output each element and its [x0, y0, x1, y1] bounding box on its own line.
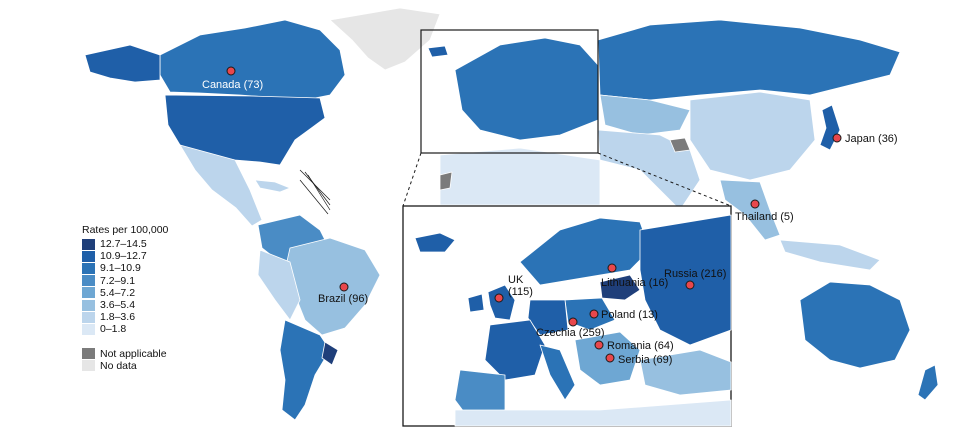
- label-thailand: Thailand (5): [735, 211, 794, 223]
- central-asia-region: [599, 94, 691, 136]
- swatch-not-applicable: [82, 348, 95, 360]
- marker-japan[interactable]: [832, 133, 842, 143]
- legend-bin: 9.1–10.9: [82, 262, 168, 274]
- legend-swatch: [82, 250, 95, 262]
- australia-region: [799, 281, 911, 369]
- legend-swatch: [82, 287, 95, 299]
- inset-italy: [539, 344, 576, 401]
- africa-region: [439, 147, 601, 206]
- marker-poland[interactable]: [589, 309, 599, 319]
- europe-inset: [402, 205, 732, 427]
- legend-bin: 7.2–9.1: [82, 275, 168, 287]
- legend-not-applicable: Not applicable: [82, 348, 168, 360]
- russia-region: [597, 19, 901, 101]
- legend-swatch: [82, 262, 95, 274]
- marker-canada[interactable]: [226, 66, 236, 76]
- legend-bin: 1.8–3.6: [82, 311, 168, 323]
- alaska-region: [84, 44, 161, 83]
- iceland-region: [427, 45, 449, 58]
- legend-bin-label: 5.4–7.2: [100, 286, 136, 299]
- legend-bin: 3.6–5.4: [82, 299, 168, 311]
- europe-frame: [420, 29, 599, 154]
- kashmir-na: [669, 137, 691, 153]
- mexico-region: [179, 144, 263, 227]
- marker-russia[interactable]: [685, 280, 695, 290]
- greenland-region: [329, 7, 441, 71]
- legend-bin-label: 10.9–12.7: [100, 250, 147, 263]
- legend-swatch: [82, 323, 95, 335]
- legend-bin-label: 9.1–10.9: [100, 262, 141, 275]
- legend-bin-label: 1.8–3.6: [100, 311, 136, 324]
- label-serbia: Serbia (69): [618, 354, 673, 366]
- caribbean-callout-lines: [299, 169, 331, 215]
- inset-turkey: [639, 349, 732, 396]
- inset-germany: [527, 299, 569, 336]
- legend-bin: 12.7–14.5: [82, 238, 168, 250]
- label-czechia: Czechia (259): [536, 327, 605, 339]
- legend-not-applicable-label: Not applicable: [100, 347, 167, 360]
- label-uk: UK: [508, 274, 524, 286]
- inset-russia: [639, 214, 732, 346]
- uruguay-region: [321, 341, 339, 366]
- new-zealand-region: [917, 364, 939, 401]
- legend-swatch: [82, 311, 95, 323]
- legend-swatch: [82, 299, 95, 311]
- marker-thailand[interactable]: [750, 199, 760, 209]
- label-lithuania: Lithuania (16): [601, 277, 669, 289]
- marker-serbia[interactable]: [605, 353, 615, 363]
- europe-region: [454, 37, 599, 141]
- marker-uk[interactable]: [494, 293, 504, 303]
- andes-region: [257, 249, 301, 321]
- label-uk-value: (115): [508, 286, 533, 298]
- legend-swatch: [82, 275, 95, 287]
- legend-bin: 5.4–7.2: [82, 287, 168, 299]
- label-romania: Romania (64): [607, 340, 674, 352]
- marker-lithuania[interactable]: [607, 263, 617, 273]
- inset-france: [484, 319, 546, 381]
- caribbean-region: [254, 179, 291, 193]
- marker-brazil[interactable]: [339, 282, 349, 292]
- china-region: [689, 91, 816, 181]
- label-poland: Poland (13): [601, 309, 658, 321]
- usa-region: [164, 94, 326, 166]
- legend-bin-label: 0–1.8: [100, 323, 127, 336]
- brazil-region[interactable]: [284, 237, 381, 336]
- marker-czechia[interactable]: [568, 317, 578, 327]
- connector-left: [402, 152, 422, 207]
- label-russia: Russia (216): [664, 268, 727, 280]
- legend-no-data: No data: [82, 360, 168, 372]
- label-brazil: Brazil (96): [318, 293, 369, 305]
- label-canada: Canada (73): [202, 79, 264, 91]
- legend-bin-label: 3.6–5.4: [100, 299, 136, 312]
- label-japan: Japan (36): [845, 133, 898, 145]
- legend-bin: 10.9–12.7: [82, 250, 168, 262]
- markers: [226, 66, 842, 363]
- marker-romania[interactable]: [594, 340, 604, 350]
- inset-uk: [487, 284, 516, 321]
- map-legend: Rates per 100,000 12.7–14.5 10.9–12.7 9.1–…: [82, 224, 168, 372]
- inset-ireland: [467, 293, 485, 313]
- swatch-no-data: [82, 360, 95, 372]
- inset-north-africa: [454, 399, 732, 427]
- indonesia-region: [779, 239, 881, 271]
- legend-bin-label: 12.7–14.5: [100, 238, 147, 251]
- legend-bin-label: 7.2–9.1: [100, 274, 136, 287]
- canada-region[interactable]: [159, 19, 346, 101]
- legend-no-data-label: No data: [100, 359, 137, 372]
- southeast-asia-region: [719, 179, 781, 241]
- legend-bin: 0–1.8: [82, 323, 168, 335]
- western-sahara-na: [439, 171, 453, 191]
- legend-title: Rates per 100,000: [82, 224, 169, 236]
- legend-swatch: [82, 238, 95, 250]
- inset-iceland: [414, 232, 456, 253]
- japan-region[interactable]: [819, 104, 841, 151]
- inset-lithuania: [599, 274, 641, 301]
